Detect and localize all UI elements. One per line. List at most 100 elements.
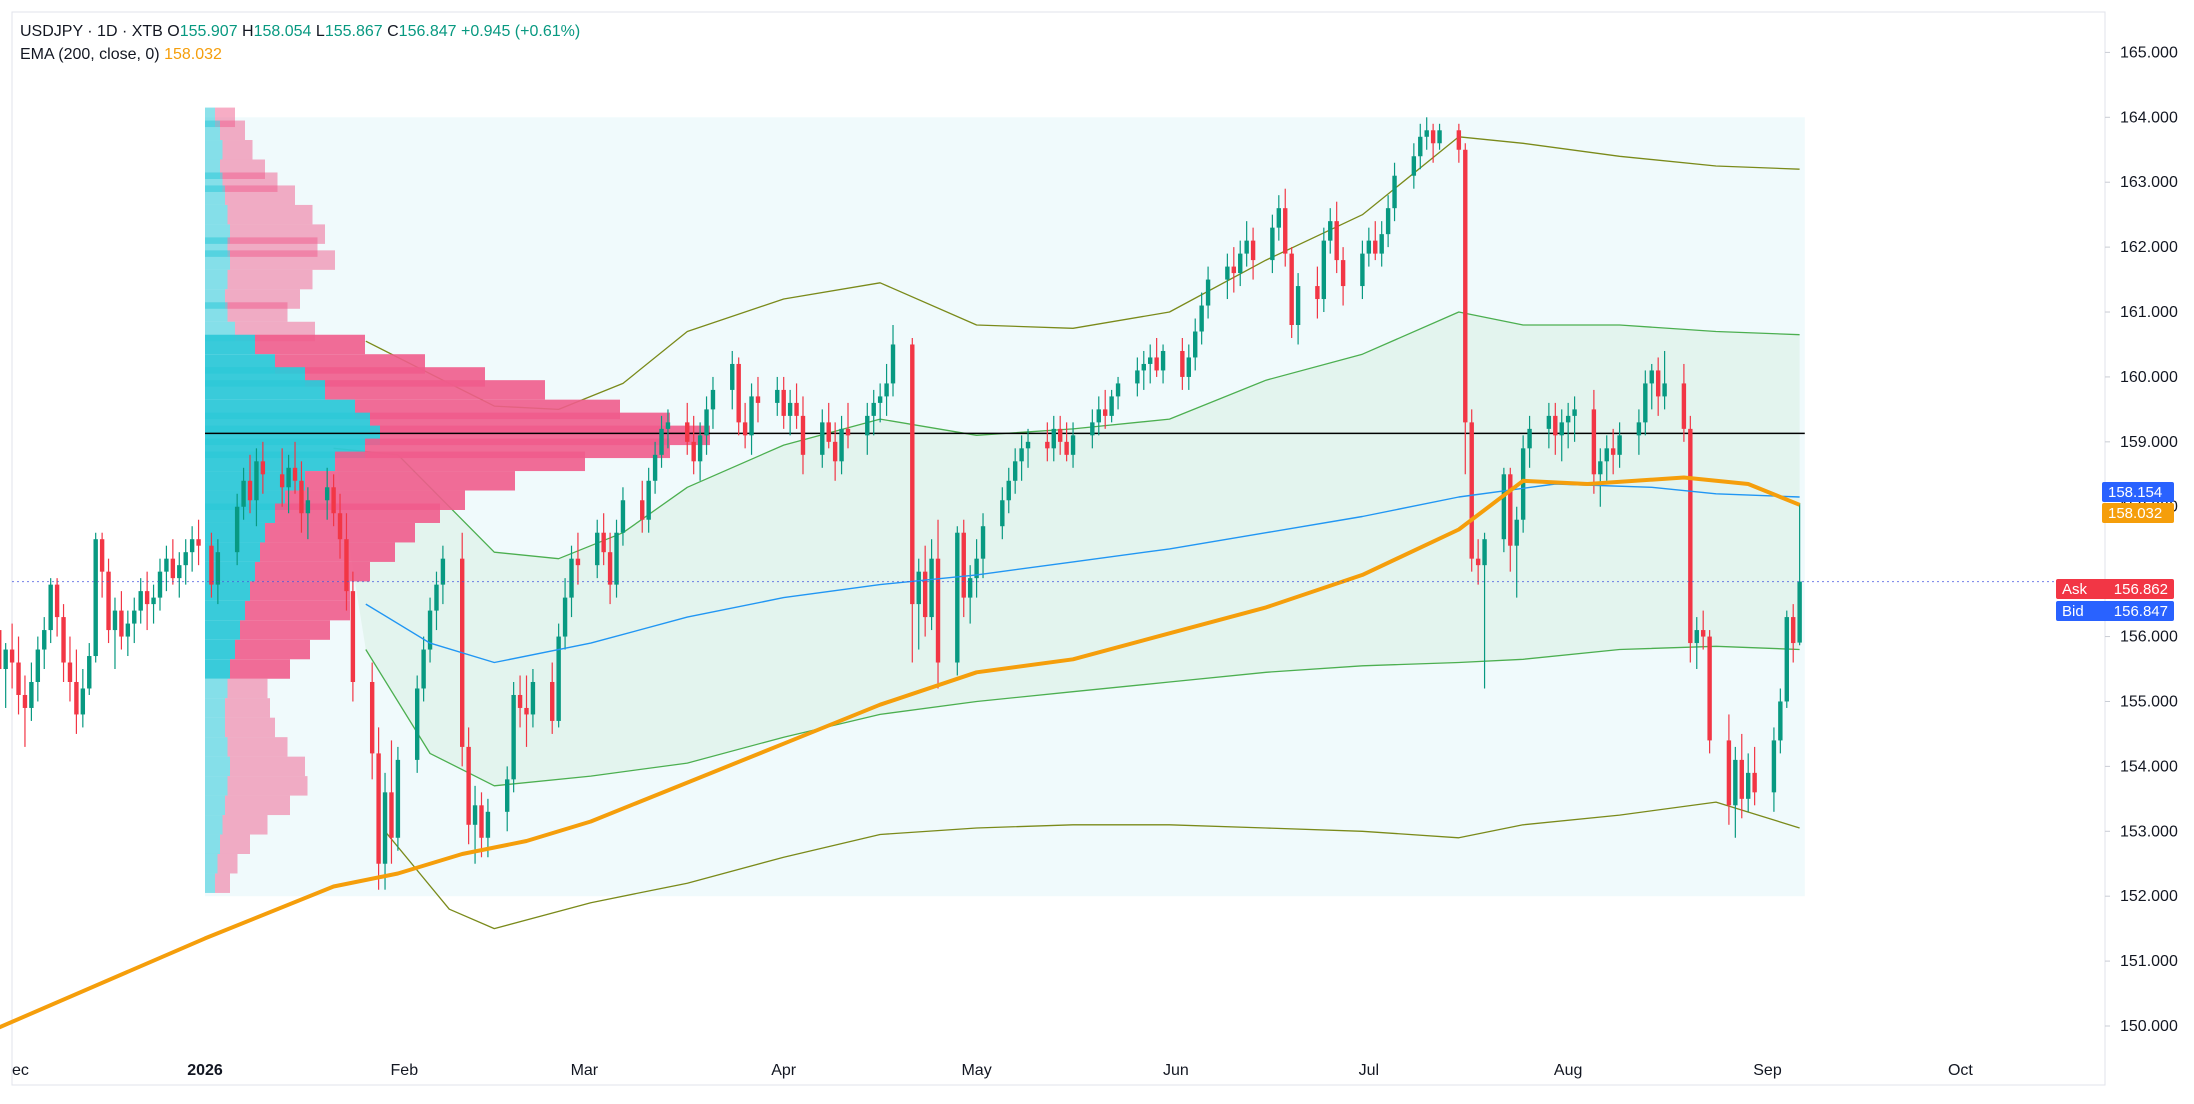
candle[interactable] (93, 532, 98, 663)
candle[interactable] (1797, 503, 1802, 646)
candle[interactable] (1135, 357, 1140, 397)
candle[interactable] (1392, 162, 1397, 222)
candle[interactable] (620, 487, 626, 546)
candle[interactable] (427, 597, 433, 663)
candle[interactable] (665, 409, 671, 449)
candle[interactable] (839, 415, 844, 475)
candle[interactable] (331, 474, 336, 527)
candle[interactable] (550, 662, 555, 734)
candle[interactable] (119, 591, 124, 650)
candle[interactable] (247, 454, 253, 514)
candle[interactable] (1610, 428, 1616, 475)
candle[interactable] (1424, 117, 1429, 150)
candle[interactable] (369, 662, 375, 780)
candle[interactable] (29, 662, 34, 721)
candle[interactable] (980, 513, 986, 579)
candle[interactable] (1148, 344, 1153, 384)
candle[interactable] (640, 480, 645, 533)
candle[interactable] (826, 402, 831, 449)
candle[interactable] (1096, 396, 1101, 436)
candle[interactable] (54, 578, 60, 637)
candle[interactable] (234, 493, 240, 566)
candle[interactable] (292, 441, 298, 494)
candle[interactable] (299, 461, 304, 533)
candle[interactable] (48, 578, 53, 644)
candle[interactable] (524, 675, 529, 747)
candle[interactable] (1315, 266, 1320, 319)
candle[interactable] (350, 571, 356, 702)
candle[interactable] (749, 383, 754, 455)
candle[interactable] (530, 669, 536, 728)
candle[interactable] (1090, 409, 1095, 449)
candle[interactable] (0, 624, 2, 702)
candle[interactable] (607, 532, 613, 605)
candle[interactable] (1205, 266, 1211, 319)
candle[interactable] (1334, 201, 1339, 274)
candle[interactable] (1340, 247, 1346, 306)
candle[interactable] (87, 643, 92, 695)
candle[interactable] (890, 325, 896, 397)
candle[interactable] (106, 558, 111, 644)
candle[interactable] (151, 584, 156, 624)
candle[interactable] (22, 675, 28, 747)
candle[interactable] (479, 792, 484, 858)
candle[interactable] (164, 545, 169, 592)
candle[interactable] (1688, 415, 1693, 663)
candle[interactable] (1000, 487, 1005, 540)
candle[interactable] (138, 578, 143, 624)
candle[interactable] (710, 376, 716, 429)
candle[interactable] (1231, 247, 1236, 293)
candle[interactable] (1598, 448, 1603, 507)
candle[interactable] (1385, 195, 1391, 248)
candle[interactable] (1778, 688, 1783, 754)
candle[interactable] (376, 727, 381, 890)
candle[interactable] (1289, 247, 1294, 338)
candle[interactable] (1681, 363, 1687, 442)
candle[interactable] (1700, 610, 1706, 650)
candle[interactable] (884, 363, 889, 416)
candle[interactable] (466, 727, 471, 845)
candle[interactable] (157, 558, 163, 611)
candle[interactable] (132, 597, 137, 644)
candle[interactable] (3, 643, 8, 708)
candle[interactable] (742, 402, 748, 449)
candle[interactable] (189, 526, 195, 572)
candle[interactable] (1006, 467, 1011, 514)
candle[interactable] (440, 545, 446, 605)
candle[interactable] (1726, 714, 1732, 825)
candle[interactable] (961, 519, 966, 618)
candle[interactable] (595, 519, 600, 579)
candle[interactable] (505, 766, 510, 832)
candle[interactable] (1553, 402, 1558, 455)
candle[interactable] (755, 376, 761, 423)
candle[interactable] (1430, 123, 1436, 163)
candle[interactable] (517, 675, 523, 728)
candle[interactable] (1070, 422, 1076, 468)
candle[interactable] (215, 539, 221, 605)
candle[interactable] (974, 539, 979, 598)
candle[interactable] (556, 623, 561, 728)
candle[interactable] (685, 402, 690, 455)
candle[interactable] (1109, 389, 1114, 423)
candle[interactable] (1739, 733, 1744, 819)
candle[interactable] (99, 532, 105, 598)
candle[interactable] (1366, 227, 1372, 267)
candle[interactable] (1057, 415, 1063, 455)
candle[interactable] (1501, 467, 1507, 553)
candle[interactable] (1373, 221, 1378, 261)
candle[interactable] (170, 539, 176, 585)
candle[interactable] (704, 396, 709, 455)
candle[interactable] (1141, 350, 1146, 390)
candle[interactable] (1225, 253, 1230, 300)
candle[interactable] (1019, 435, 1024, 481)
candle[interactable] (1643, 370, 1648, 436)
candle[interactable] (324, 467, 330, 520)
candle[interactable] (614, 519, 619, 598)
candle[interactable] (9, 623, 15, 689)
candle[interactable] (697, 422, 703, 481)
candle[interactable] (260, 441, 266, 494)
candle[interactable] (820, 409, 825, 468)
candle[interactable] (1051, 415, 1056, 462)
candle[interactable] (337, 493, 343, 559)
